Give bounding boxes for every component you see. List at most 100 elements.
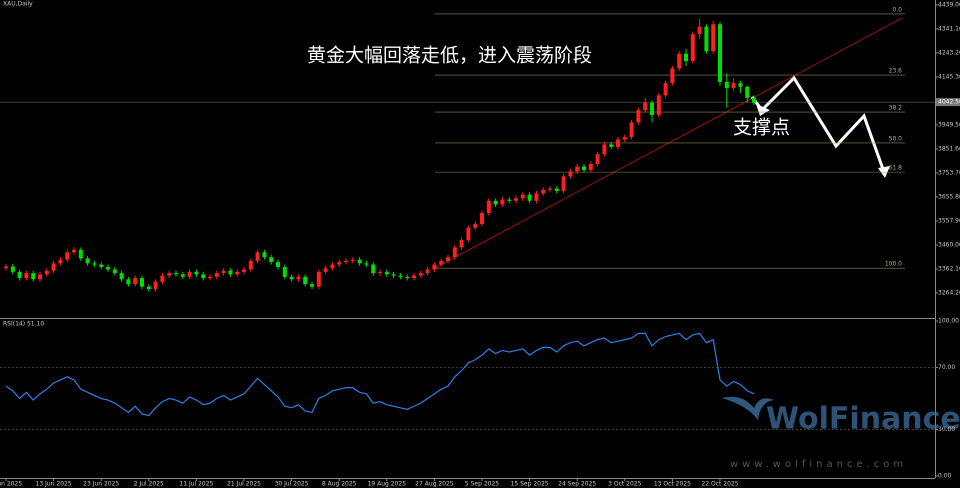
candle-body <box>684 53 688 62</box>
candle-body <box>31 273 36 280</box>
fib-label: 50.0 <box>889 135 903 142</box>
candle-body <box>38 274 42 280</box>
candle-body <box>255 252 260 261</box>
current-price-label: 4042.50 <box>938 99 960 106</box>
candle-body <box>568 171 573 177</box>
candle-body <box>10 266 15 272</box>
candle-body <box>99 264 104 268</box>
y-tick-label: 100.00 <box>938 318 959 325</box>
candle-body <box>425 269 430 274</box>
candle-body <box>153 281 158 290</box>
candle-body <box>752 97 756 103</box>
candle-body <box>330 264 335 269</box>
y-tick-label: 30.00 <box>938 426 955 433</box>
candle-body <box>432 264 437 270</box>
candle-body <box>24 273 29 279</box>
y-tick-label: 4341.10 <box>938 25 960 32</box>
candle-body <box>289 276 294 280</box>
fib-label: 23.6 <box>889 68 903 75</box>
candle-body <box>731 83 736 89</box>
candle-body <box>384 271 389 275</box>
candle-body <box>262 252 267 258</box>
candle-body <box>85 258 90 264</box>
candle-body <box>711 24 716 52</box>
candle-body <box>112 269 117 274</box>
candle-body <box>656 95 661 115</box>
candle-body <box>106 267 110 270</box>
candle-body <box>4 266 8 269</box>
candle-body <box>282 267 287 277</box>
candle-body <box>371 264 376 274</box>
candle-body <box>446 257 450 261</box>
candle-body <box>167 273 172 276</box>
x-tick-label: 5 Sep 2025 <box>465 481 499 488</box>
candle-body <box>242 269 246 272</box>
candle-body <box>595 154 600 165</box>
annotation: 黄金大幅回落走低，进入震荡阶段 <box>307 45 592 67</box>
candle-body <box>72 249 76 253</box>
y-tick-label: 3851.60 <box>938 145 960 152</box>
candle-body <box>303 276 308 285</box>
watermark-logo <box>722 396 774 420</box>
candle-body <box>493 200 498 205</box>
candle-body <box>643 102 648 111</box>
y-tick-label: 4243.20 <box>938 49 960 56</box>
candle-body <box>276 262 280 268</box>
candle-body <box>588 164 593 171</box>
candle-body <box>575 166 580 172</box>
y-tick-label: 0.00 <box>938 472 952 479</box>
candle-body <box>221 270 226 274</box>
candle-body <box>486 200 491 214</box>
candle-body <box>548 188 552 190</box>
candle-body <box>412 275 416 279</box>
candle-body <box>58 259 63 264</box>
current-price-box <box>936 98 960 107</box>
candle-body <box>514 198 518 201</box>
x-tick-label: 13 Oct 2025 <box>654 481 691 488</box>
candle-body <box>310 284 314 287</box>
arrow-head <box>756 104 770 116</box>
candle-body <box>616 139 620 147</box>
x-tick-label: 15 Sep 2025 <box>511 481 549 488</box>
candle-body <box>466 227 471 241</box>
candle-body <box>78 249 83 259</box>
candle-body <box>65 252 70 260</box>
candle-body <box>473 224 478 228</box>
rsi-line <box>5 332 755 417</box>
candle-body <box>180 274 185 277</box>
candle-body <box>677 53 682 69</box>
candle-body <box>670 68 675 84</box>
candle-body <box>214 273 219 277</box>
candle-body <box>92 263 97 265</box>
candle-body <box>602 144 607 155</box>
candle-body <box>44 270 49 275</box>
candle-body <box>527 194 532 201</box>
candle-body <box>636 110 641 123</box>
candle-body <box>704 26 709 52</box>
candle-body <box>133 278 138 285</box>
candle-body <box>357 259 362 264</box>
candle-body <box>663 83 668 96</box>
fib-label: 38.2 <box>889 105 903 112</box>
candle-body <box>378 271 382 274</box>
x-tick-label: 4 Jun 2025 <box>0 481 22 488</box>
candle-body <box>337 262 342 265</box>
candle-body <box>507 199 512 201</box>
x-tick-label: 23 Jun 2025 <box>83 481 119 488</box>
y-tick-label: 3557.90 <box>938 217 960 224</box>
candle-body <box>51 263 56 271</box>
x-tick-label: 22 Oct 2025 <box>701 481 738 488</box>
y-tick-label: 3264.20 <box>938 289 960 296</box>
y-tick-label: 4439.00 <box>938 1 960 8</box>
fib-label: 61.8 <box>889 165 903 172</box>
y-tick-label: 3949.50 <box>938 121 960 128</box>
candle-body <box>738 83 743 87</box>
x-tick-label: 24 Sep 2025 <box>558 481 596 488</box>
y-tick-label: 70.00 <box>938 364 955 371</box>
candle-body <box>500 199 505 205</box>
candle-body <box>201 274 206 279</box>
candle-body <box>554 188 559 191</box>
x-tick-label: 27 Aug 2025 <box>415 481 454 488</box>
candle-body <box>160 275 165 282</box>
